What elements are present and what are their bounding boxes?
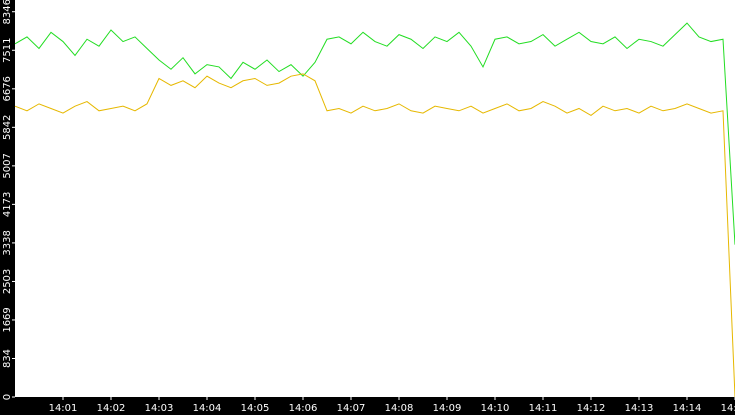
y-tick-label: 8346	[2, 0, 13, 24]
y-tick-label: 5842	[2, 115, 13, 140]
y-tick-label: 3338	[2, 230, 13, 255]
x-tick-label: 14:14	[673, 403, 702, 414]
x-tick-label: 14:08	[385, 403, 414, 414]
x-tick-label: 14:09	[433, 403, 462, 414]
y-tick-label: 5007	[2, 153, 13, 178]
x-tick-label: 14:13	[625, 403, 654, 414]
x-tick-label: 14:11	[529, 403, 558, 414]
y-tick-label: 6676	[2, 76, 13, 101]
series-line	[14, 22, 735, 245]
y-tick-label: 0	[2, 394, 13, 400]
x-tick-label: 14:02	[97, 403, 126, 414]
y-tick-label: 2503	[2, 269, 13, 294]
x-tick-label: 14:01	[49, 403, 78, 414]
plot-area	[15, 0, 735, 397]
y-tick-label: 4173	[2, 192, 13, 217]
x-tick-label: 14:06	[289, 403, 318, 414]
y-tick-label: 834	[2, 349, 13, 368]
series-line	[14, 73, 735, 398]
x-tick-label: 14:04	[193, 403, 222, 414]
y-tick-label: 7511	[2, 38, 13, 63]
x-tick-label: 14:10	[481, 403, 510, 414]
y-tick-label: 1669	[2, 307, 13, 332]
x-tick-label: 14:12	[577, 403, 606, 414]
x-tick-label: 14:07	[337, 403, 366, 414]
x-tick-label: 14:05	[241, 403, 270, 414]
x-tick-label: 14:15	[721, 403, 735, 414]
x-tick-label: 14:03	[145, 403, 174, 414]
